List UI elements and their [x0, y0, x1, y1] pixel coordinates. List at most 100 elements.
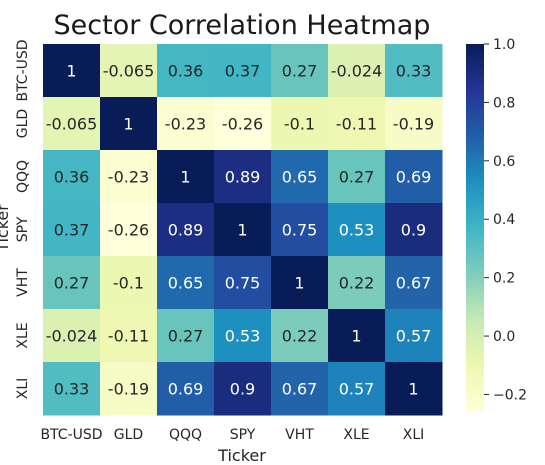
cell-annotation: 0.57 — [396, 327, 432, 346]
x-tick-label: QQQ — [169, 427, 202, 443]
heatmap-cell — [100, 362, 158, 416]
x-tick-label: XLI — [403, 427, 425, 443]
chart-title: Sector Correlation Heatmap — [54, 10, 431, 41]
x-axis-label: Ticker — [217, 446, 266, 465]
heatmap-cell — [328, 362, 386, 416]
heatmap-cell — [271, 97, 329, 151]
cell-annotation: 1 — [66, 62, 76, 81]
cell-annotation: 1 — [408, 380, 418, 399]
colorbar-ticks: 1.0 0.8 0.6 0.4 0.2 0.0 −0.2 — [484, 37, 527, 403]
y-tick-labels: BTC-USD GLD QQQ SPY VHT XLE XLI — [15, 39, 31, 399]
heatmap-cell — [43, 97, 101, 151]
colorbar-tick-label: 0.2 — [493, 271, 515, 287]
x-tick-label: BTC-USD — [40, 427, 102, 443]
x-tick-label: XLE — [343, 427, 369, 443]
cell-annotation: 0.37 — [54, 221, 90, 240]
cell-annotation: -0.26 — [222, 115, 263, 134]
colorbar-tick-label: 0.4 — [493, 212, 515, 228]
heatmap-cell — [157, 150, 215, 204]
heatmap-cell — [328, 44, 386, 98]
heatmap-cell — [157, 203, 215, 257]
heatmap-cell — [385, 256, 443, 310]
heatmap-cell — [214, 150, 272, 204]
cell-annotation: 1 — [294, 274, 304, 293]
heatmap-cell — [214, 203, 272, 257]
heatmap-cell — [328, 309, 386, 363]
heatmap-cell — [271, 362, 329, 416]
y-tick-label: XLE — [15, 322, 31, 348]
cell-annotation: -0.11 — [108, 327, 149, 346]
cell-annotation: 0.75 — [225, 274, 261, 293]
heatmap-cell — [100, 256, 158, 310]
cell-annotation: -0.024 — [331, 62, 383, 81]
y-tick-label: GLD — [15, 109, 31, 138]
cell-annotation: 0.67 — [396, 274, 432, 293]
heatmap-cell — [157, 97, 215, 151]
heatmap-cell — [271, 309, 329, 363]
heatmap-cell — [271, 203, 329, 257]
cell-annotation: -0.065 — [103, 62, 155, 81]
cell-annotation: 0.22 — [282, 327, 318, 346]
cell-annotation: 0.22 — [339, 274, 375, 293]
y-tick-label: BTC-USD — [15, 39, 31, 101]
cell-annotation: 0.9 — [401, 221, 426, 240]
cell-annotation: -0.19 — [108, 380, 149, 399]
colorbar-tick-label: 0.0 — [493, 329, 515, 345]
cell-annotation: -0.23 — [165, 115, 206, 134]
cell-annotation: 1 — [351, 327, 361, 346]
cell-annotation: 0.9 — [230, 380, 255, 399]
cell-annotation: 0.67 — [282, 380, 318, 399]
cell-annotation: 0.53 — [225, 327, 261, 346]
cell-annotation: 1 — [123, 115, 133, 134]
colorbar — [466, 44, 484, 412]
heatmap-cell — [271, 150, 329, 204]
cell-annotation: 0.27 — [282, 62, 318, 81]
heatmap-cell — [100, 150, 158, 204]
cell-annotation: 0.89 — [225, 168, 261, 187]
heatmap-cell — [328, 203, 386, 257]
y-tick-label: XLI — [15, 378, 31, 400]
heatmap-cell — [100, 309, 158, 363]
cell-annotation: 0.36 — [54, 168, 90, 187]
cell-annotation: -0.23 — [108, 168, 149, 187]
heatmap-cell — [43, 256, 101, 310]
y-tick-label: QQQ — [15, 160, 31, 193]
heatmap-cell — [43, 44, 101, 98]
heatmap-cell — [271, 256, 329, 310]
heatmap-cell — [385, 44, 443, 98]
colorbar-tick-label: −0.2 — [493, 387, 527, 403]
cell-annotation: -0.26 — [108, 221, 149, 240]
heatmap-cell — [43, 150, 101, 204]
cell-annotation: -0.024 — [46, 327, 98, 346]
y-tick-label: SPY — [15, 216, 31, 242]
cell-annotation: -0.065 — [46, 115, 98, 134]
heatmap-cell — [214, 97, 272, 151]
cell-annotation: 0.53 — [339, 221, 375, 240]
cell-annotation: 0.89 — [168, 221, 204, 240]
cell-annotation: 0.33 — [54, 380, 90, 399]
cell-annotation: 0.33 — [396, 62, 432, 81]
cell-annotation: 0.27 — [54, 274, 90, 293]
colorbar-tick-label: 1.0 — [493, 37, 515, 53]
heatmap-cell — [157, 256, 215, 310]
x-tick-labels: BTC-USD GLD QQQ SPY VHT XLE XLI — [40, 427, 424, 443]
x-tick-label: SPY — [230, 427, 256, 443]
heatmap-cell — [43, 309, 101, 363]
cell-annotation: -0.11 — [336, 115, 377, 134]
heatmap-cell — [43, 203, 101, 257]
heatmap-cell — [385, 97, 443, 151]
cell-annotation: 0.65 — [282, 168, 318, 187]
heatmap-cell — [214, 309, 272, 363]
x-tick-label: VHT — [285, 427, 314, 443]
cell-annotation: -0.1 — [113, 274, 144, 293]
heatmap-cell — [328, 256, 386, 310]
cell-annotation: 0.27 — [339, 168, 375, 187]
heatmap-cell — [100, 97, 158, 151]
heatmap-cells: 1 -0.065 0.36 0.37 0.27 -0.024 0.33 -0.065 1 -0.2… — [43, 44, 443, 416]
heatmap-cell — [328, 150, 386, 204]
heatmap-cell — [157, 44, 215, 98]
cell-annotation: 0.69 — [168, 380, 204, 399]
y-axis-label: Ticker — [0, 204, 12, 253]
heatmap-cell — [214, 362, 272, 416]
